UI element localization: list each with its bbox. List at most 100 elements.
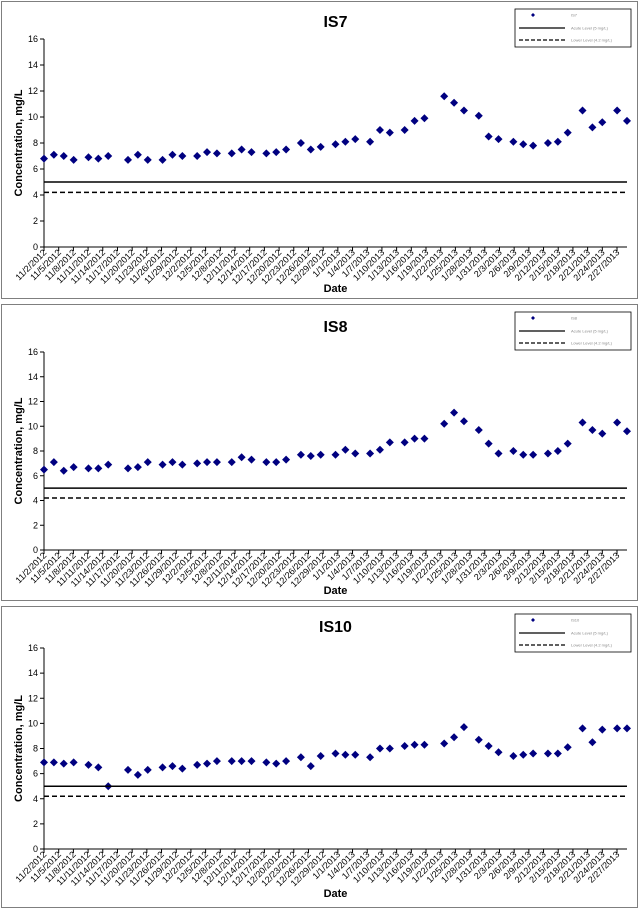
data-point-marker	[227, 458, 236, 467]
data-point-marker	[143, 155, 152, 164]
y-axis-label: Concentration, mg/L	[13, 397, 25, 504]
data-point-marker	[104, 460, 113, 469]
data-point-marker	[484, 132, 493, 141]
data-point-marker	[212, 149, 221, 158]
legend-entry-label: IS8	[571, 316, 578, 321]
y-tick-label: 8	[33, 138, 38, 148]
data-point-marker	[366, 753, 375, 762]
y-tick-label: 10	[28, 718, 38, 728]
data-point-marker	[623, 116, 631, 125]
data-point-marker	[563, 439, 572, 448]
data-point-marker	[598, 118, 607, 127]
data-point-marker	[247, 148, 256, 157]
data-point-marker	[168, 762, 177, 771]
y-tick-label: 14	[28, 372, 38, 382]
data-point-marker	[178, 764, 187, 773]
data-point-marker	[272, 759, 281, 768]
chart-title: IS7	[323, 14, 347, 31]
data-point-marker	[553, 749, 562, 758]
data-point-marker	[178, 460, 187, 469]
data-point-marker	[158, 155, 167, 164]
x-axis-label: Date	[324, 888, 348, 900]
data-point-marker	[133, 150, 142, 159]
data-point-marker	[212, 458, 221, 467]
data-point-marker	[578, 106, 587, 115]
data-point-marker	[143, 458, 152, 467]
data-point-marker	[40, 465, 48, 474]
data-point-marker	[375, 126, 384, 134]
data-point-marker	[296, 753, 305, 762]
y-tick-label: 0	[33, 844, 38, 854]
data-point-marker	[459, 723, 468, 732]
data-point-marker	[49, 758, 58, 767]
data-point-marker	[563, 128, 572, 137]
legend-entry-label: IS10	[571, 618, 580, 623]
data-point-marker	[158, 763, 167, 772]
data-point-marker	[420, 740, 429, 749]
data-point-marker	[84, 464, 93, 473]
data-point-marker	[193, 152, 202, 160]
data-point-marker	[282, 757, 291, 766]
chart-panel-is10: IS10 Concentration, mg/L 0 2 4 6 8 10 12 14 16 11/2…	[1, 606, 638, 908]
data-point-marker	[450, 408, 459, 417]
data-point-marker	[613, 418, 622, 427]
data-point-marker	[306, 451, 315, 460]
data-point-marker	[143, 765, 152, 774]
y-tick-label: 4	[33, 190, 38, 200]
data-point-marker	[494, 449, 503, 458]
data-point-marker	[316, 142, 325, 151]
data-point-marker	[272, 148, 281, 157]
data-point-marker	[193, 459, 202, 468]
data-point-marker	[341, 445, 350, 454]
data-point-marker	[94, 464, 103, 473]
data-point-marker	[553, 447, 562, 455]
data-point-marker	[69, 155, 78, 164]
data-point-marker	[306, 762, 315, 771]
data-point-marker	[484, 439, 493, 448]
data-point-marker	[351, 135, 360, 144]
data-point-marker	[529, 749, 538, 758]
y-tick-label: 14	[28, 668, 38, 678]
data-point-marker	[375, 445, 384, 454]
data-point-marker	[282, 455, 291, 464]
chart-panel-is7: IS7 Concentration, mg/L 0 2 4 6 8 10 12 14 16 11/2/…	[1, 1, 638, 299]
data-point-marker	[366, 449, 375, 458]
legend-marker	[531, 618, 535, 622]
data-point-marker	[509, 752, 518, 761]
x-axis-label: Date	[324, 585, 348, 597]
data-point-marker	[178, 152, 187, 160]
y-tick-label: 6	[33, 164, 38, 174]
data-point-marker	[385, 128, 394, 137]
data-point-marker	[69, 758, 78, 767]
data-point-marker	[282, 145, 291, 154]
data-point-marker	[341, 750, 350, 759]
data-point-marker	[400, 741, 409, 750]
data-point-marker	[440, 419, 449, 428]
y-tick-label: 2	[33, 520, 38, 530]
data-point-marker	[440, 92, 449, 101]
data-point-marker	[474, 425, 483, 434]
data-point-marker	[494, 748, 503, 757]
y-tick-label: 12	[28, 397, 38, 407]
data-point-marker	[316, 752, 325, 761]
data-point-marker	[543, 139, 552, 147]
data-point-marker	[410, 434, 419, 443]
data-point-marker	[385, 744, 394, 753]
data-point-marker	[133, 463, 142, 472]
data-point-marker	[474, 111, 483, 120]
data-point-marker	[212, 757, 221, 766]
data-point-marker	[203, 759, 212, 768]
data-point-marker	[519, 750, 528, 759]
data-point-marker	[351, 750, 360, 759]
data-point-marker	[375, 744, 384, 753]
data-point-marker	[133, 770, 142, 779]
legend-entry-label: Lower Level (4.2 mg/L)	[571, 643, 613, 648]
data-point-marker	[400, 438, 409, 447]
data-point-marker	[341, 137, 350, 146]
legend-marker	[531, 316, 535, 320]
data-point-marker	[519, 140, 528, 149]
data-point-marker	[420, 434, 429, 443]
data-point-marker	[509, 447, 518, 455]
data-point-marker	[623, 427, 631, 436]
